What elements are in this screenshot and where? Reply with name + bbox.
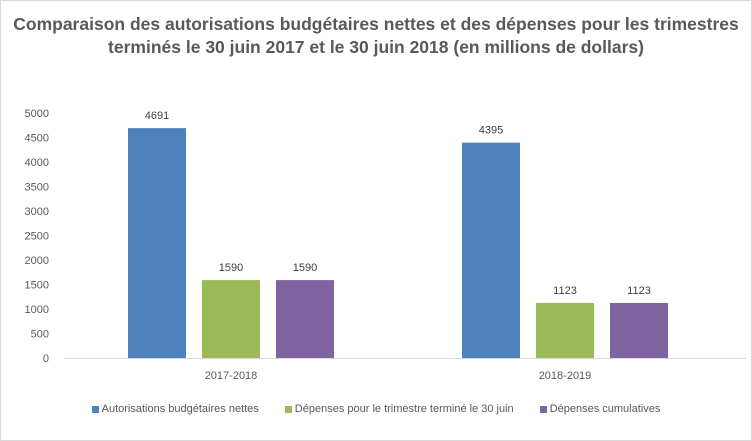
legend-swatch: [539, 405, 547, 413]
legend: Autorisations budgétaires nettes Dépenses…: [1, 403, 751, 415]
bar: [462, 142, 520, 358]
legend-item: Dépenses cumulatives: [539, 403, 661, 415]
chart-title: Comparaison des autorisations budgétaire…: [13, 14, 739, 57]
data-label: 1123: [553, 285, 577, 297]
legend-swatch: [284, 405, 292, 413]
y-tick-label: 1000: [25, 304, 49, 316]
data-label: 1590: [219, 262, 243, 274]
bar: [610, 302, 668, 358]
y-tick-label: 4000: [25, 157, 49, 169]
y-tick-label: 5000: [25, 108, 49, 120]
y-tick-label: 4500: [25, 133, 49, 145]
bar: [128, 128, 186, 358]
y-tick-label: 2000: [25, 255, 49, 267]
legend-label: Dépenses pour le trimestre terminé le 30…: [294, 403, 514, 415]
data-label: 4691: [145, 110, 169, 122]
data-label: 4395: [479, 125, 503, 137]
y-tick-label: 500: [31, 329, 49, 341]
legend-item: Dépenses pour le trimestre terminé le 30…: [284, 403, 514, 415]
y-tick-label: 2500: [25, 231, 49, 243]
x-tick-label: 2018-2019: [539, 370, 592, 382]
bar: [536, 302, 594, 358]
legend-label: Autorisations budgétaires nettes: [101, 403, 259, 415]
data-label: 1123: [627, 285, 651, 297]
bar: [202, 280, 260, 358]
y-tick-label: 1500: [25, 280, 49, 292]
legend-label: Dépenses cumulatives: [549, 403, 661, 415]
y-tick-label: 3000: [25, 206, 49, 218]
bar: [276, 280, 334, 358]
legend-swatch: [91, 405, 99, 413]
data-label: 1590: [293, 262, 317, 274]
y-tick-label: 0: [43, 353, 49, 365]
y-tick-label: 3500: [25, 182, 49, 194]
x-tick-label: 2017-2018: [205, 370, 258, 382]
legend-item: Autorisations budgétaires nettes: [91, 403, 259, 415]
